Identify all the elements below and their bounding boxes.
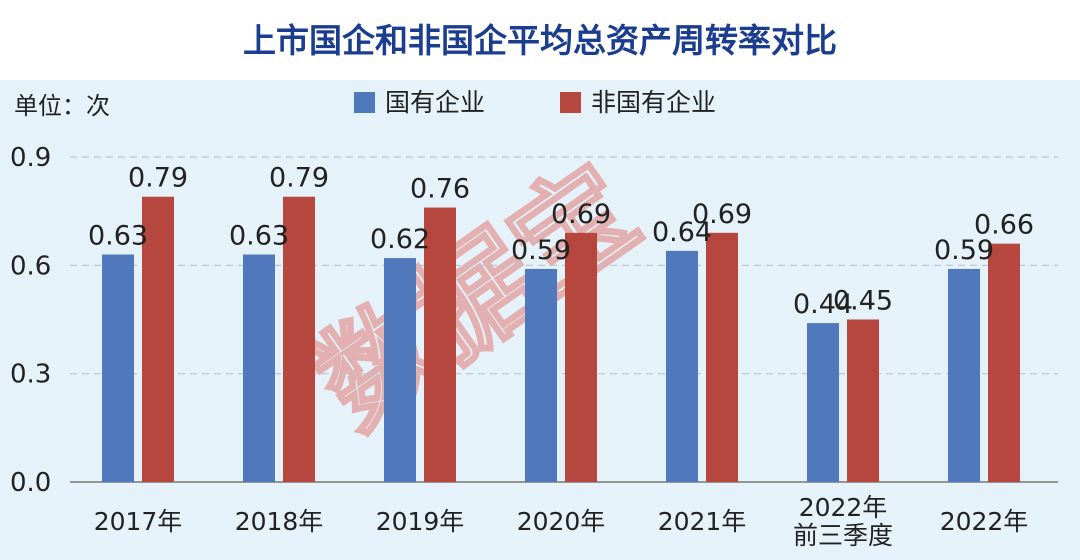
title-band [0, 0, 1080, 80]
legend-label: 非国有企业 [591, 88, 716, 117]
legend: 国有企业 非国有企业 [354, 88, 716, 117]
bar [525, 268, 557, 482]
x-tick-label: 2017年 [94, 507, 183, 536]
data-label: 0.44 [793, 289, 853, 320]
x-tick-label: 2022年 [799, 493, 888, 522]
bar [243, 254, 275, 482]
y-tick-label: 0.0 [10, 468, 51, 498]
data-label: 0.63 [229, 221, 289, 252]
data-label: 0.76 [410, 174, 470, 205]
legend-swatch [560, 92, 581, 113]
data-label: 0.45 [833, 286, 893, 317]
data-label: 0.63 [88, 221, 148, 252]
bar [807, 323, 839, 482]
gridlines [70, 156, 1058, 483]
bar [706, 232, 738, 482]
data-label: 0.64 [652, 217, 712, 248]
data-label: 0.59 [934, 235, 994, 266]
x-tick-label: 前三季度 [793, 521, 893, 550]
data-label: 0.62 [370, 224, 430, 255]
bar [142, 196, 174, 482]
data-label: 0.59 [511, 235, 571, 266]
value-labels: 0.630.790.630.790.620.760.590.690.640.69… [88, 163, 1034, 320]
bar [666, 250, 698, 482]
data-label: 0.69 [551, 199, 611, 230]
data-label: 0.66 [974, 210, 1034, 241]
bar [424, 207, 456, 483]
data-label: 0.69 [692, 199, 752, 230]
bar [948, 268, 980, 482]
bar [283, 196, 315, 482]
bar [565, 232, 597, 482]
watermark: 数据宝 [292, 138, 661, 454]
unit-label: 单位：次 [14, 92, 110, 120]
y-tick-label: 0.3 [10, 360, 51, 390]
data-label: 0.79 [269, 163, 329, 194]
bar [847, 319, 879, 482]
y-tick-label: 0.6 [10, 251, 51, 281]
bar [988, 243, 1020, 482]
x-tick-label: 2018年 [235, 507, 324, 536]
x-tick-label: 2020年 [517, 507, 606, 536]
chart-title: 上市国企和非国企平均总资产周转率对比 [243, 21, 837, 60]
bar [102, 254, 134, 482]
x-tick-label: 2022年 [940, 507, 1029, 536]
data-label: 0.79 [128, 163, 188, 194]
y-axis-ticks: 0.0 0.3 0.6 0.9 [10, 143, 51, 498]
bars [102, 196, 1020, 483]
bar [384, 258, 416, 482]
legend-swatch [354, 92, 375, 113]
x-tick-label: 2019年 [376, 507, 465, 536]
legend-label: 国有企业 [385, 88, 485, 117]
y-tick-label: 0.9 [10, 143, 51, 173]
x-tick-label: 2021年 [658, 507, 747, 536]
